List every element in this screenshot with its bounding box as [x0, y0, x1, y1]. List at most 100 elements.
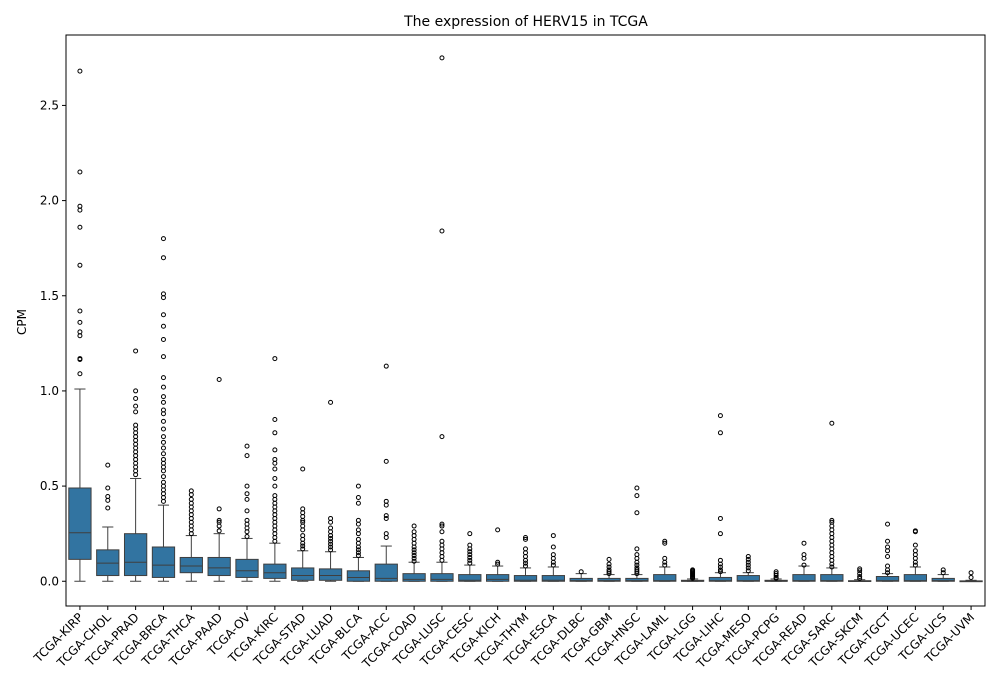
- x-axis: TCGA-KIRPTCGA-CHOLTCGA-PRADTCGA-BRCATCGA…: [30, 606, 977, 671]
- box-tcga-acc: [374, 363, 398, 582]
- outlier-point: [773, 571, 779, 577]
- outlier-point: [801, 552, 807, 558]
- outlier-point: [885, 521, 891, 527]
- iqr-box: [931, 577, 955, 582]
- outlier-point: [244, 508, 250, 514]
- y-tick-label: 1.0: [40, 384, 59, 398]
- outlier-point: [439, 538, 445, 544]
- box-tcga-paad: [207, 377, 231, 582]
- outlier-point: [160, 375, 166, 381]
- outlier-point: [857, 568, 863, 574]
- outlier-point: [773, 569, 779, 575]
- outlier-point: [717, 569, 723, 575]
- outlier-point: [745, 565, 751, 571]
- outlier-point: [300, 466, 306, 472]
- outlier-point: [801, 540, 807, 546]
- outlier-point: [411, 547, 417, 553]
- outlier-point: [383, 531, 389, 537]
- iqr-box: [820, 574, 844, 582]
- outlier-point: [383, 513, 389, 519]
- outlier-point: [160, 445, 166, 451]
- outlier-point: [523, 534, 528, 540]
- outlier-point: [272, 466, 278, 472]
- iqr-box: [68, 487, 92, 560]
- box-tcga-dlbc: [569, 569, 593, 582]
- box-tcga-kirc: [263, 356, 287, 582]
- outlier-point: [160, 456, 166, 462]
- outlier-point: [634, 493, 640, 499]
- iqr-box: [402, 573, 426, 582]
- box-tcga-skcm: [848, 566, 872, 582]
- iqr-box: [346, 570, 371, 582]
- outlier-point: [411, 553, 417, 559]
- outlier-point: [662, 538, 668, 544]
- outlier-point: [244, 517, 250, 523]
- outlier-point: [77, 329, 83, 335]
- outlier-point: [745, 556, 751, 562]
- box-tcga-kich: [486, 527, 510, 582]
- iqr-box: [374, 563, 398, 582]
- outlier-point: [244, 491, 250, 497]
- outlier-point: [885, 544, 891, 550]
- iqr-box: [653, 574, 677, 582]
- outlier-point: [133, 409, 139, 415]
- iqr-box: [123, 533, 148, 577]
- outlier-point: [160, 407, 166, 413]
- outlier-point: [383, 498, 389, 504]
- outlier-point: [550, 533, 556, 539]
- outlier-point: [160, 291, 166, 297]
- outlier-point: [857, 573, 863, 579]
- iqr-box: [486, 574, 510, 582]
- outlier-point: [717, 564, 723, 570]
- outlier-point: [272, 356, 278, 362]
- outlier-point: [439, 523, 445, 529]
- chart-title: The expression of HERV15 in TCGA: [403, 14, 648, 30]
- iqr-box: [875, 575, 900, 582]
- outlier-point: [272, 483, 278, 489]
- outlier-point: [105, 485, 111, 491]
- iqr-box: [792, 574, 816, 582]
- outlier-point: [188, 488, 194, 494]
- outlier-point: [188, 496, 194, 502]
- outlier-point: [160, 399, 166, 405]
- outlier-point: [272, 416, 278, 422]
- box-tcga-coad: [402, 523, 426, 582]
- outlier-point: [662, 555, 668, 561]
- outlier-point: [77, 203, 83, 209]
- outlier-point: [523, 536, 528, 542]
- outlier-point: [383, 363, 389, 369]
- outlier-point: [411, 550, 417, 556]
- outlier-point: [662, 540, 668, 546]
- outlier-point: [244, 453, 250, 459]
- iqr-box: [430, 573, 454, 582]
- outlier-point: [160, 323, 166, 329]
- outlier-point: [133, 388, 139, 394]
- outlier-point: [355, 500, 361, 506]
- y-tick-label: 0.5: [40, 479, 59, 493]
- outlier-point: [885, 570, 891, 576]
- outlier-point: [160, 236, 166, 242]
- outlier-point: [355, 547, 361, 553]
- outlier-point: [912, 528, 918, 534]
- iqr-box: [569, 577, 593, 582]
- y-tick-label: 0.0: [40, 574, 59, 588]
- outlier-point: [244, 496, 250, 502]
- outlier-point: [467, 531, 473, 537]
- box-tcga-chol: [96, 462, 120, 582]
- outlier-point: [355, 553, 361, 559]
- outlier-point: [940, 570, 946, 576]
- box-tcga-lgg: [680, 567, 705, 582]
- outlier-point: [634, 485, 640, 491]
- outlier-point: [160, 474, 166, 480]
- iqr-box: [291, 567, 315, 581]
- outlier-point: [328, 525, 334, 531]
- box-tcga-esca: [541, 533, 565, 582]
- outlier-point: [439, 521, 445, 527]
- outlier-point: [133, 403, 139, 409]
- box-tcga-meso: [736, 554, 760, 582]
- y-axis-label: CPM: [15, 309, 29, 335]
- outlier-point: [717, 557, 723, 563]
- outlier-point: [160, 354, 166, 360]
- outlier-point: [634, 562, 640, 568]
- box-tcga-prad: [123, 348, 148, 582]
